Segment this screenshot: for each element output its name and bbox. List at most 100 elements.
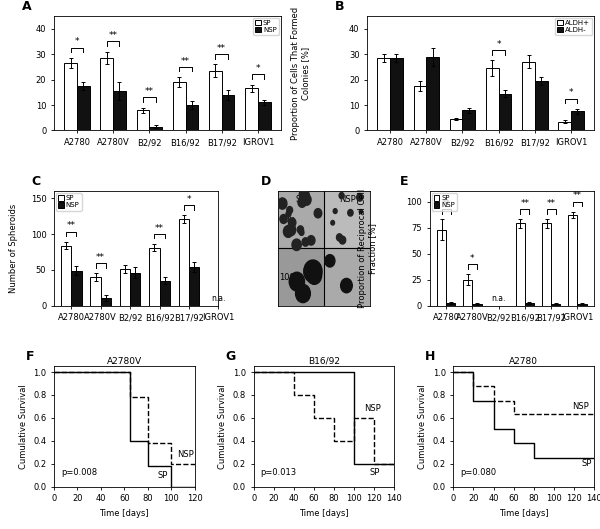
Y-axis label: Cumulative Survival: Cumulative Survival [19,384,28,469]
Bar [446,303,455,306]
Text: *: * [569,88,573,97]
Bar [516,223,525,306]
Circle shape [325,254,335,267]
Y-axis label: Cumulative Survival: Cumulative Survival [418,384,427,469]
Legend: ALDH+, ALDH-: ALDH+, ALDH- [555,18,592,35]
Text: F: F [26,350,34,363]
Bar [185,105,198,131]
Circle shape [348,209,353,216]
Circle shape [341,278,352,293]
Bar [245,88,258,131]
Text: **: ** [109,31,118,40]
Circle shape [357,194,363,201]
Bar [499,94,511,131]
Bar [522,62,535,131]
Circle shape [283,225,293,238]
Text: NSP: NSP [339,195,356,204]
Bar [535,81,548,131]
Circle shape [302,194,311,205]
X-axis label: Time [days]: Time [days] [100,509,149,518]
Bar [209,71,222,131]
Bar [258,103,271,131]
Text: **: ** [573,191,582,200]
Text: NSP: NSP [177,450,194,459]
Bar [551,304,560,306]
Bar [189,267,199,306]
Bar [377,58,390,131]
Circle shape [331,221,335,225]
Y-axis label: Cumulative Survival: Cumulative Survival [218,384,227,469]
Circle shape [292,239,301,251]
Text: *: * [256,64,260,73]
Circle shape [278,198,287,209]
Text: **: ** [155,224,164,233]
Circle shape [298,226,304,233]
Circle shape [302,238,309,246]
Text: **: ** [145,87,154,96]
Text: p=0.008: p=0.008 [61,468,97,477]
Circle shape [340,236,346,244]
Text: NSP: NSP [572,402,589,411]
Bar [100,58,113,131]
Bar [173,82,185,131]
Text: n.a.: n.a. [211,295,226,304]
Text: *: * [187,195,191,204]
Text: G: G [226,350,236,363]
X-axis label: Time [days]: Time [days] [299,509,349,518]
Title: A2780V: A2780V [107,357,142,366]
Bar [64,63,77,131]
Circle shape [333,208,337,214]
Bar [137,110,149,131]
Text: SP: SP [369,468,380,478]
Title: B16/92: B16/92 [308,357,340,366]
Text: NSP: NSP [364,404,381,413]
Bar [463,280,472,306]
Text: **: ** [520,199,529,208]
Circle shape [307,266,322,285]
Bar [149,248,160,306]
Text: **: ** [217,44,226,53]
Text: **: ** [547,199,556,208]
Circle shape [298,197,306,207]
Bar [568,215,577,306]
Legend: SP, NSP: SP, NSP [56,193,82,211]
Text: SP: SP [157,471,167,480]
Bar [437,230,446,306]
Text: E: E [400,176,409,188]
Bar [542,223,551,306]
Bar [101,298,111,306]
Text: A: A [22,0,32,13]
Circle shape [286,224,296,236]
Circle shape [280,215,287,223]
Circle shape [299,197,305,205]
Text: 40x: 40x [280,215,295,224]
Bar [413,86,426,131]
Bar [71,271,82,306]
Circle shape [314,208,322,218]
Title: A2780: A2780 [509,357,538,366]
Circle shape [339,193,344,199]
Bar [324,249,370,306]
Bar [179,219,189,306]
Text: **: ** [96,253,105,262]
Bar [222,95,235,131]
Circle shape [296,285,310,303]
Circle shape [289,218,296,227]
Circle shape [289,272,304,291]
Bar [278,191,324,249]
Bar [149,126,162,131]
Circle shape [359,209,362,214]
Bar [91,277,101,306]
Text: SP: SP [582,459,592,468]
Text: *: * [75,38,79,47]
Bar [577,304,587,306]
Circle shape [287,206,293,214]
Text: p=0.080: p=0.080 [460,468,497,477]
Text: C: C [31,176,40,188]
Text: B: B [335,0,345,13]
Bar [324,191,370,249]
Y-axis label: Proportion of Cells That Formed
Colonies [%]: Proportion of Cells That Formed Colonies… [291,7,310,140]
Text: n.a.: n.a. [491,295,506,304]
Bar [571,112,584,131]
Bar [450,119,463,131]
